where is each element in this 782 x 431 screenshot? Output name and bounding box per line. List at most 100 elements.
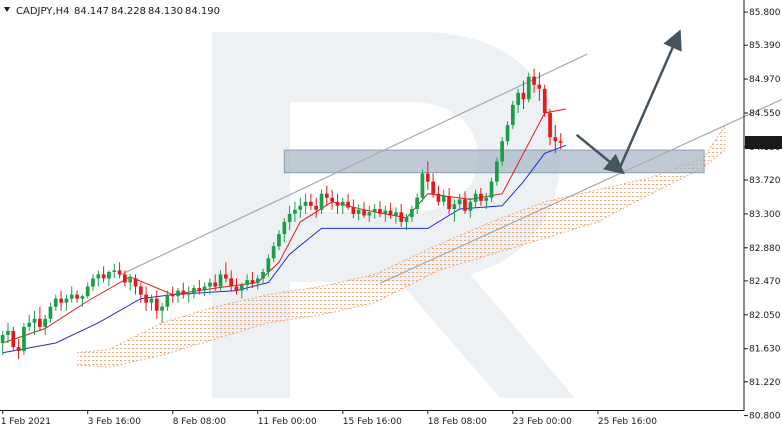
candle-body — [404, 217, 409, 222]
candle — [176, 288, 180, 303]
time-tick-label: 1 Feb 2021 — [1, 417, 51, 427]
time-tick-label: 25 Feb 16:00 — [598, 417, 657, 427]
candle-body — [436, 193, 441, 202]
candle — [500, 137, 504, 166]
candle-body — [457, 199, 462, 205]
candle — [133, 274, 138, 295]
forecast-arrow — [575, 29, 682, 175]
candle — [139, 282, 143, 303]
support-zone-rect — [283, 149, 705, 174]
candle — [356, 204, 361, 221]
dropdown-triangle-icon[interactable] — [4, 7, 10, 12]
candle-body — [176, 290, 180, 297]
candle — [186, 286, 191, 303]
candle-body — [420, 173, 425, 198]
candle-body — [43, 318, 47, 327]
candle-body — [91, 278, 95, 287]
candle-body — [53, 298, 58, 307]
candle-body — [319, 193, 324, 210]
candle — [69, 286, 74, 303]
candle-body — [239, 284, 244, 291]
candle — [27, 314, 32, 331]
candle-body — [303, 201, 308, 206]
candle-body — [330, 197, 334, 202]
candle — [0, 330, 5, 356]
price-axis: 85.80085.39084.97084.55084.13083.72083.3… — [744, 8, 781, 422]
candle-body — [468, 201, 473, 211]
candle-body — [505, 125, 510, 142]
candle — [511, 100, 515, 130]
candle — [420, 169, 425, 202]
senkou-span-b-line — [77, 148, 726, 368]
candle-body — [64, 298, 69, 303]
candle-body — [282, 221, 287, 234]
price-tick-label: 85.800 — [749, 8, 781, 18]
candle-body — [495, 161, 499, 182]
ichimoku-cloud — [77, 124, 726, 368]
candle — [388, 202, 393, 219]
trend-channel — [119, 53, 782, 284]
candle-body — [59, 298, 63, 303]
candle-body — [367, 212, 372, 216]
price-tick-label: 82.880 — [749, 244, 781, 254]
time-tick-label: 3 Feb 16:00 — [88, 417, 142, 427]
symbol-label: CADJPY,H4 — [16, 6, 69, 17]
candle — [372, 204, 377, 219]
time-tick-label: 11 Feb 00:00 — [258, 417, 317, 427]
candle-body — [388, 210, 393, 216]
candle-body — [362, 209, 366, 216]
candle — [208, 278, 212, 295]
candle-body — [117, 270, 122, 275]
candle-body — [80, 296, 85, 299]
candle — [542, 84, 547, 117]
candle — [399, 204, 404, 227]
candle — [463, 191, 467, 214]
candle — [91, 274, 95, 291]
price-tick-label: 82.050 — [749, 311, 781, 321]
candle-body — [383, 210, 388, 214]
candle-body — [154, 298, 159, 311]
candle — [245, 274, 249, 291]
candle-body — [101, 274, 106, 279]
candle — [394, 207, 398, 224]
candle-body — [11, 330, 16, 347]
candle — [415, 193, 419, 214]
candle — [325, 185, 329, 206]
time-tick-label: 18 Feb 08:00 — [428, 417, 487, 427]
candle — [303, 193, 308, 214]
candle-body — [32, 318, 37, 323]
candle-body — [22, 326, 26, 352]
candle-body — [266, 258, 271, 272]
candle-body — [245, 280, 249, 285]
candle — [362, 201, 366, 218]
candle — [452, 199, 457, 222]
price-tick-label: 83.300 — [749, 210, 781, 220]
candle — [457, 193, 462, 210]
candle-body — [298, 205, 303, 210]
candle — [548, 109, 552, 146]
candle-body — [516, 92, 520, 105]
candle-body — [335, 201, 340, 206]
time-tick-label: 15 Feb 16:00 — [343, 417, 402, 427]
candle — [64, 294, 69, 311]
candle — [261, 268, 265, 284]
candle — [335, 193, 340, 214]
candle-body — [431, 181, 435, 194]
candle — [526, 72, 531, 103]
candle-body — [255, 278, 260, 284]
candle-body — [489, 181, 494, 198]
candle-body — [170, 294, 175, 297]
candle-body — [463, 199, 467, 211]
candle — [48, 302, 53, 323]
candle — [346, 193, 350, 210]
open-value: 84.147 — [74, 6, 109, 17]
candle-body — [213, 282, 218, 287]
candle-body — [325, 193, 329, 198]
candle — [378, 201, 382, 218]
candle-body — [27, 322, 32, 327]
candle — [521, 80, 526, 109]
candle — [425, 161, 430, 190]
candle — [298, 197, 303, 218]
candle — [96, 270, 101, 287]
